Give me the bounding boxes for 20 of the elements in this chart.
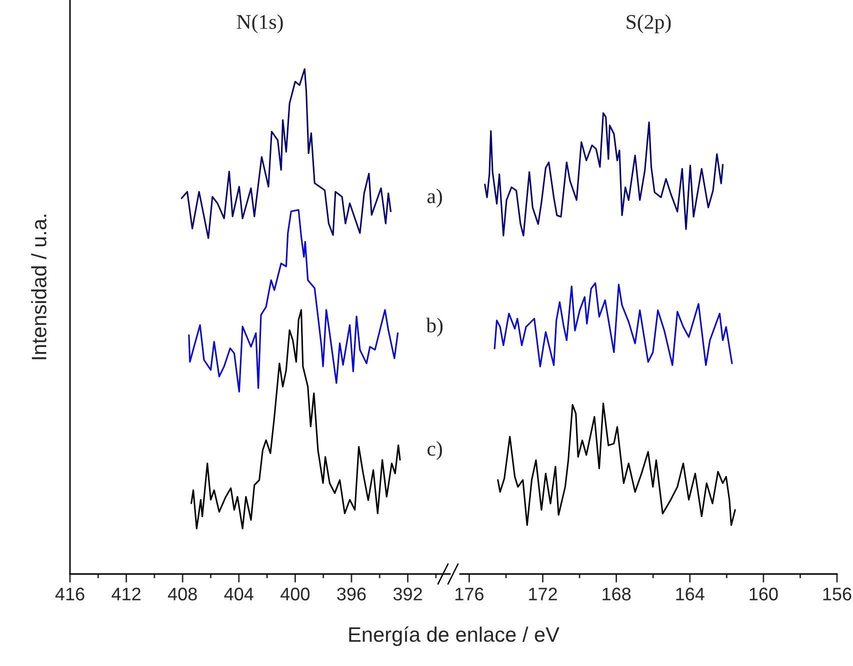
- x-tick-label: 176: [456, 588, 484, 600]
- x-tick-label: 168: [602, 588, 631, 600]
- x-tick-label: 416: [55, 588, 84, 600]
- x-tick-label: 408: [168, 588, 197, 600]
- x-tick-label: 172: [529, 588, 557, 600]
- x-tick-label: 164: [676, 588, 704, 600]
- x-axis-title: Energía de enlace / eV: [349, 626, 560, 646]
- annotation: b): [426, 318, 443, 337]
- x-tick-label: 404: [224, 588, 254, 600]
- y-axis-title: Intensidad / u.a.: [31, 214, 46, 360]
- annotation: a): [427, 188, 442, 208]
- x-tick-label: 412: [112, 588, 140, 600]
- x-tick-label: 160: [750, 588, 778, 600]
- x-tick-label: 400: [280, 588, 310, 600]
- x-tick-label: 392: [393, 588, 422, 600]
- annotation: c): [428, 441, 442, 460]
- chart-title: S(2p): [626, 14, 671, 34]
- x-tick-label: 156: [823, 588, 852, 600]
- chart-title: N(1s): [236, 14, 283, 34]
- x-tick-label: 396: [337, 588, 366, 600]
